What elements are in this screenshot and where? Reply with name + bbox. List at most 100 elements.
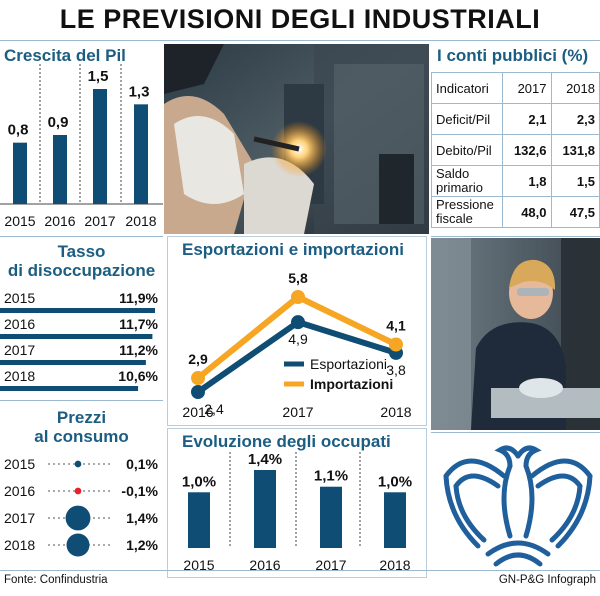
welding-photo bbox=[164, 44, 429, 234]
disoccupazione-title-line1: Tasso bbox=[57, 242, 106, 261]
conti-row-2017: 48,0 bbox=[502, 196, 552, 228]
data-point bbox=[191, 385, 205, 399]
table-row: Saldo primario 1,8 1,5 bbox=[431, 165, 600, 197]
footer-source: Fonte: Confindustria bbox=[4, 574, 108, 586]
x-tick-label: 2015 bbox=[4, 213, 35, 229]
x-tick-label: 2016 bbox=[44, 213, 75, 229]
bubble bbox=[66, 533, 90, 557]
conti-table-wrap: Indicatori 2017 2018 Deficit/Pil 2,1 2,3… bbox=[431, 72, 600, 228]
bar-value-label: 11,9% bbox=[119, 290, 158, 306]
esportazioni-panel bbox=[167, 236, 427, 426]
conti-header-indicatori: Indicatori bbox=[431, 72, 503, 104]
bubble-value-label: 1,4% bbox=[126, 510, 158, 526]
bar bbox=[13, 142, 27, 204]
y-tick-label: 2017 bbox=[4, 342, 35, 358]
bar bbox=[254, 470, 276, 548]
bar bbox=[188, 492, 210, 548]
bar bbox=[93, 89, 107, 204]
prezzi-title: Prezzi al consumo bbox=[0, 408, 163, 446]
left-divider-2 bbox=[0, 400, 163, 401]
x-tick-label: 2016 bbox=[182, 404, 213, 420]
x-tick-label: 2016 bbox=[249, 557, 280, 573]
data-label: 4,1 bbox=[386, 318, 406, 334]
data-point bbox=[191, 371, 205, 386]
x-tick-label: 2018 bbox=[379, 557, 410, 573]
legend-label: Esportazioni bbox=[310, 356, 387, 372]
bubble bbox=[65, 505, 91, 531]
bubble bbox=[74, 487, 82, 495]
bar-value-label: 1,0% bbox=[182, 473, 216, 490]
conti-row-2018: 2,3 bbox=[550, 103, 600, 135]
bar-value-label: 11,2% bbox=[119, 342, 158, 358]
y-tick-label: 2016 bbox=[4, 316, 35, 332]
bubble-value-label: -0,1% bbox=[121, 483, 158, 499]
conti-row-label: Debito/Pil bbox=[431, 134, 503, 166]
footer-credit: GN-P&G Infograph bbox=[498, 574, 596, 586]
conti-header-row: Indicatori 2017 2018 bbox=[431, 72, 600, 104]
data-label: 3,8 bbox=[386, 362, 406, 378]
table-row: Deficit/Pil 2,1 2,3 bbox=[431, 103, 600, 135]
conti-table: Indicatori 2017 2018 Deficit/Pil 2,1 2,3… bbox=[431, 72, 600, 228]
data-label: 2,4 bbox=[204, 401, 224, 417]
esportazioni-chart: 2,4 4,9 3,8 2,9 5,8 4,1 2016 2017 2018 Esportazio… bbox=[182, 270, 411, 420]
bar bbox=[320, 486, 342, 548]
data-label: 2,9 bbox=[188, 351, 208, 367]
right-divider-1 bbox=[431, 236, 600, 237]
data-point bbox=[291, 290, 305, 304]
conti-row-2017: 2,1 bbox=[502, 103, 552, 135]
prezzi-title-line2: al consumo bbox=[34, 427, 129, 446]
bubble-value-label: 0,1% bbox=[126, 456, 158, 472]
data-point bbox=[389, 337, 403, 352]
crescita-title: Crescita del Pil bbox=[4, 46, 126, 65]
occupati-chart: 1,0% 2015 1,4% 2016 1,1% 2017 1,0% 2018 bbox=[182, 452, 412, 573]
disoccupazione-title: Tasso di disoccupazione bbox=[0, 242, 163, 280]
conti-header-2018: 2018 bbox=[550, 72, 600, 104]
y-tick-label: 2017 bbox=[4, 510, 35, 526]
bar bbox=[0, 308, 155, 313]
bar-value-label: 1,0% bbox=[378, 473, 412, 490]
conti-row-2018: 131,8 bbox=[550, 134, 600, 166]
esportazioni-title: Esportazioni e importazioni bbox=[182, 240, 404, 259]
x-tick-label: 2018 bbox=[125, 213, 156, 229]
x-tick-label: 2017 bbox=[282, 404, 313, 420]
x-tick-label: 2015 bbox=[183, 557, 214, 573]
bar-value-label: 1,4% bbox=[248, 452, 282, 468]
data-point bbox=[291, 315, 305, 330]
welding-photo-image bbox=[164, 44, 429, 234]
bar bbox=[0, 360, 146, 365]
page-title: LE PREVISIONI DEGLI INDUSTRIALI bbox=[59, 4, 541, 34]
right-divider-2 bbox=[431, 432, 600, 433]
conti-row-2018: 47,5 bbox=[550, 196, 600, 228]
conti-row-label: Saldo primario bbox=[431, 165, 503, 197]
bar-value-label: 1,5 bbox=[88, 68, 109, 85]
bar-value-label: 10,6% bbox=[118, 368, 158, 384]
disoccupazione-title-line2: di disoccupazione bbox=[7, 261, 156, 280]
bar-value-label: 11,7% bbox=[119, 316, 158, 332]
conti-row-2018: 1,5 bbox=[550, 165, 600, 197]
conti-row-2017: 132,6 bbox=[502, 134, 552, 166]
y-tick-label: 2015 bbox=[4, 290, 35, 306]
x-tick-label: 2017 bbox=[84, 213, 115, 229]
conti-row-label: Pressione fiscale bbox=[431, 196, 503, 228]
crescita-chart: 0,8 2015 0,9 2016 1,5 2017 1,3 2018 bbox=[0, 64, 163, 229]
left-divider-1 bbox=[0, 236, 163, 237]
bar-value-label: 0,8 bbox=[8, 122, 29, 139]
occupati-title: Evoluzione degli occupati bbox=[182, 432, 391, 451]
y-tick-label: 2018 bbox=[4, 368, 35, 384]
prezzi-title-line1: Prezzi bbox=[56, 408, 107, 427]
bubble bbox=[74, 460, 82, 468]
title-divider bbox=[0, 40, 600, 41]
conti-title: I conti pubblici (%) bbox=[437, 46, 589, 65]
bubble-value-label: 1,2% bbox=[126, 537, 158, 553]
y-tick-label: 2016 bbox=[4, 483, 35, 499]
bar-value-label: 0,9 bbox=[48, 114, 69, 131]
bar-value-label: 1,1% bbox=[314, 468, 348, 485]
x-tick-label: 2018 bbox=[380, 404, 411, 420]
occupati-panel bbox=[167, 428, 427, 578]
conti-row-2017: 1,8 bbox=[502, 165, 552, 197]
bar bbox=[0, 334, 153, 339]
bar-value-label: 1,3 bbox=[129, 83, 150, 100]
data-label: 4,9 bbox=[288, 331, 308, 347]
x-tick-label: 2017 bbox=[315, 557, 346, 573]
worker-photo-image bbox=[431, 238, 600, 430]
